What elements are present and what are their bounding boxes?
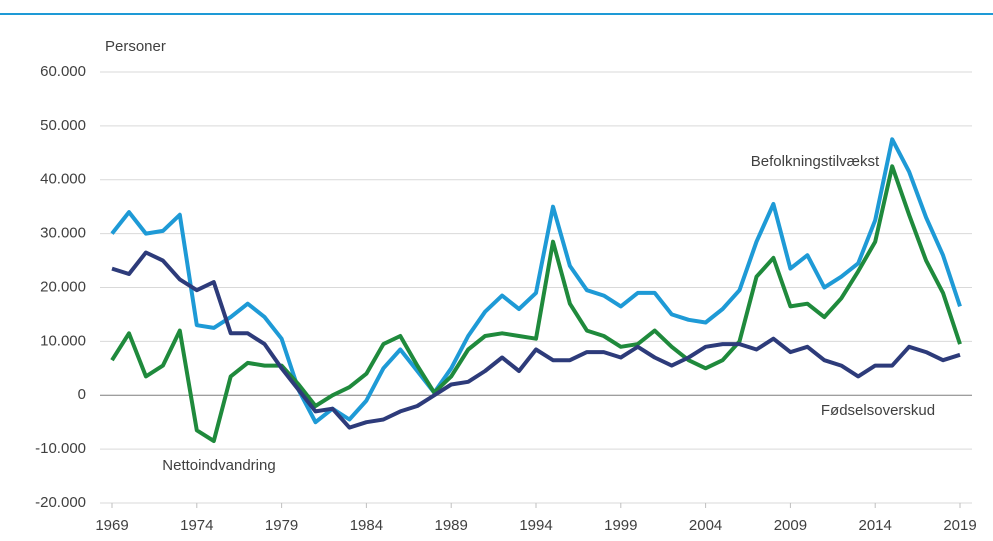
- x-tick-label: 2009: [774, 517, 807, 534]
- y-axis-label: Personer: [105, 38, 166, 55]
- x-tick-label: 1974: [180, 517, 213, 534]
- y-tick-label: -10.000: [35, 440, 86, 457]
- x-tick-label: 1984: [350, 517, 383, 534]
- y-tick-label: 60.000: [40, 63, 86, 80]
- series-line: [111, 250, 961, 430]
- x-tick-label: 2004: [689, 517, 722, 534]
- x-tick-label: 1969: [95, 517, 128, 534]
- x-tick-label: 1989: [435, 517, 468, 534]
- y-tick-label: 30.000: [40, 225, 86, 242]
- series-line: [110, 137, 962, 425]
- y-tick-label: 40.000: [40, 171, 86, 188]
- y-tick-label: 10.000: [40, 332, 86, 349]
- series-label: Befolkningstilvækst: [751, 153, 880, 170]
- x-tick-label: 1979: [265, 517, 298, 534]
- series-line: [110, 164, 962, 443]
- x-tick-label: 1994: [519, 517, 552, 534]
- y-tick-label: 0: [78, 386, 86, 403]
- y-tick-label: 50.000: [40, 117, 86, 134]
- y-tick-label: 20.000: [40, 278, 86, 295]
- series-label: Nettoindvandring: [162, 457, 275, 474]
- x-tick-label: 1999: [604, 517, 637, 534]
- series-label: Fødselsoverskud: [821, 402, 935, 419]
- x-tick-label: 2014: [859, 517, 892, 534]
- y-tick-label: -20.000: [35, 494, 86, 511]
- x-tick-label: 2019: [943, 517, 976, 534]
